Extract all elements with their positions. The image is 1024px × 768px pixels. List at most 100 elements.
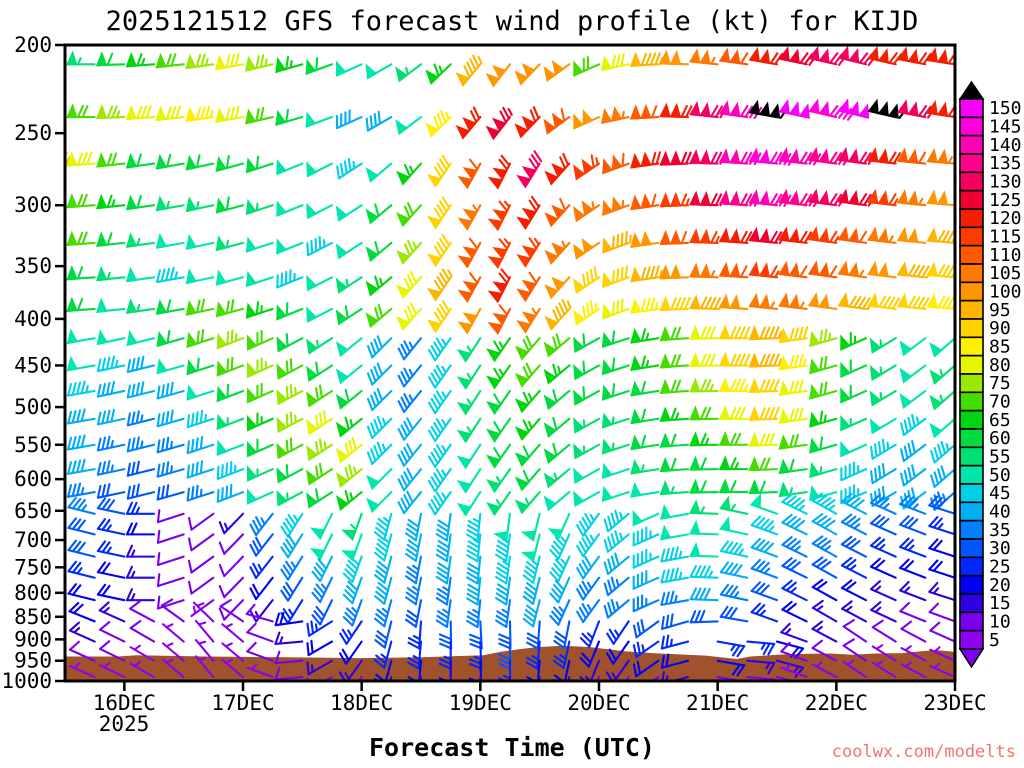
barb-staff	[64, 162, 67, 165]
wind-barb	[335, 464, 363, 488]
colorbar-tick-label: 15	[989, 593, 1011, 614]
barb-half-feather	[815, 605, 824, 612]
wind-barb	[126, 436, 156, 453]
barb-feather	[81, 105, 89, 119]
barb-feather	[407, 239, 414, 253]
barb-feather	[86, 151, 93, 166]
barb-feather	[71, 584, 82, 596]
barb-pennant	[245, 198, 257, 216]
barb-pennant	[215, 197, 227, 214]
barb-feather	[937, 443, 943, 458]
barb-feather	[781, 513, 793, 524]
barb-feather	[435, 553, 448, 563]
barb-half-feather	[708, 570, 714, 579]
barb-feather	[408, 698, 418, 704]
barb-pennant	[276, 467, 288, 484]
barb-feather	[437, 519, 450, 528]
barb-feather	[199, 409, 204, 424]
barb-feather	[527, 698, 537, 704]
barb-feather	[704, 353, 712, 367]
barb-feather	[759, 407, 766, 421]
wind-barb	[245, 270, 274, 288]
wind-barb	[156, 381, 185, 400]
barb-half-feather	[874, 585, 882, 593]
barb-feather	[285, 517, 294, 530]
barb-feather	[579, 637, 591, 648]
wind-barb	[194, 655, 215, 679]
barb-pennant	[456, 429, 472, 444]
barb-half-feather	[412, 655, 421, 661]
barb-pennant	[630, 298, 642, 314]
barb-feather	[553, 655, 566, 665]
wind-barb	[601, 357, 630, 376]
colorbar-tick-label: 40	[989, 502, 1011, 523]
wind-barb	[603, 576, 630, 597]
barb-feather	[530, 154, 540, 167]
barb-feather	[435, 418, 445, 431]
barb-feather	[427, 401, 437, 415]
wind-barb	[840, 415, 868, 432]
barb-pennant	[551, 204, 566, 220]
barb-pennant	[341, 550, 357, 562]
barb-half-feather	[197, 657, 207, 661]
colorbar-cell	[959, 428, 984, 449]
wind-barb	[185, 298, 215, 316]
wind-barb	[67, 517, 96, 536]
wind-barb	[397, 389, 423, 413]
barb-pennant	[573, 206, 586, 223]
barb-pennant	[669, 191, 682, 207]
barb-feather	[840, 492, 853, 503]
wind-barb	[246, 641, 274, 662]
barb-half-feather	[823, 545, 832, 552]
barb-feather	[665, 634, 670, 649]
barb-feather	[195, 154, 201, 169]
barb-feather	[407, 641, 421, 650]
colorbar-cell	[959, 354, 984, 375]
barb-half-feather	[136, 303, 141, 313]
barb-half-feather	[678, 571, 683, 581]
barb-feather	[670, 433, 677, 447]
wind-barb	[630, 458, 660, 475]
barb-feather	[366, 425, 374, 439]
barb-pennant	[66, 50, 78, 66]
barb-pennant	[837, 146, 849, 163]
barb-feather	[878, 518, 890, 529]
barb-feather	[743, 326, 751, 340]
barb-pennant	[899, 393, 913, 410]
barb-feather	[769, 151, 778, 164]
barb-pennant	[718, 261, 731, 278]
wind-barb	[435, 512, 452, 542]
barb-feather	[555, 630, 567, 640]
wind-barb	[543, 333, 571, 358]
wind-barb	[339, 620, 363, 645]
colorbar-tick-label: 105	[989, 263, 1022, 284]
barb-pennant	[246, 441, 258, 458]
barb-feather	[195, 411, 199, 426]
barb-feather	[131, 437, 136, 452]
barb-pennant	[462, 246, 478, 260]
barb-feather	[833, 152, 843, 165]
wind-barb	[811, 556, 838, 579]
barb-feather	[887, 296, 896, 310]
barb-half-feather	[130, 570, 136, 579]
wind-barb	[99, 640, 126, 662]
barb-feather	[48, 153, 53, 164]
barb-feather	[200, 106, 206, 120]
barb-feather	[899, 494, 910, 506]
barb-half-feather	[640, 464, 645, 473]
barb-pennant	[306, 492, 319, 509]
barb-half-feather	[797, 504, 806, 512]
barb-feather	[785, 559, 797, 569]
wind-barb	[64, 115, 67, 119]
barb-feather	[310, 639, 314, 654]
wind-barb	[218, 512, 245, 535]
wind-barb	[306, 462, 334, 486]
wind-barb	[374, 620, 393, 649]
colorbar-cell	[959, 189, 984, 210]
barb-pennant	[573, 309, 586, 326]
barb-feather	[892, 152, 902, 165]
wind-barb	[576, 599, 601, 624]
barb-feather	[699, 432, 707, 447]
barb-feather	[907, 416, 913, 431]
wind-barb	[366, 441, 393, 465]
